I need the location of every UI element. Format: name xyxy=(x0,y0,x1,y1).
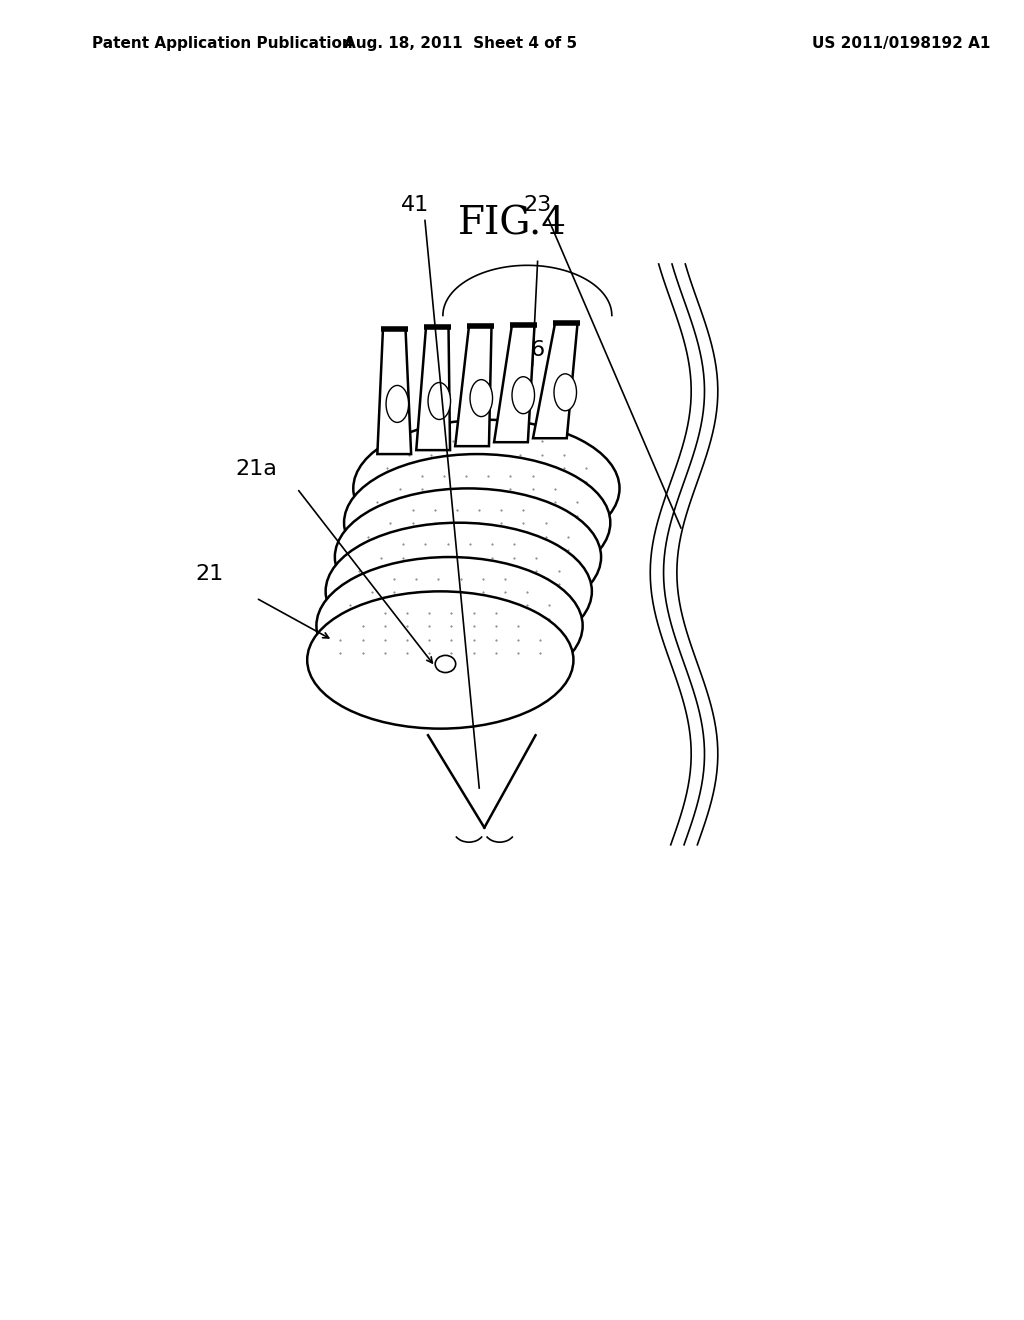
Text: 21a: 21a xyxy=(236,458,276,479)
Polygon shape xyxy=(455,326,492,446)
Polygon shape xyxy=(377,329,412,454)
Text: US 2011/0198192 A1: US 2011/0198192 A1 xyxy=(812,36,990,51)
Ellipse shape xyxy=(428,383,451,420)
Ellipse shape xyxy=(335,488,601,626)
Ellipse shape xyxy=(344,454,610,591)
Polygon shape xyxy=(534,323,578,438)
Text: 23: 23 xyxy=(523,194,552,215)
Ellipse shape xyxy=(307,591,573,729)
Ellipse shape xyxy=(435,656,456,673)
Text: 21: 21 xyxy=(196,564,224,585)
Ellipse shape xyxy=(386,385,409,422)
Ellipse shape xyxy=(470,380,493,417)
Polygon shape xyxy=(494,325,535,442)
Text: Aug. 18, 2011  Sheet 4 of 5: Aug. 18, 2011 Sheet 4 of 5 xyxy=(344,36,578,51)
Polygon shape xyxy=(416,327,451,450)
Text: Patent Application Publication: Patent Application Publication xyxy=(92,36,353,51)
Ellipse shape xyxy=(353,420,620,557)
Ellipse shape xyxy=(554,374,577,411)
Text: FIG.4: FIG.4 xyxy=(458,206,566,243)
Text: 6: 6 xyxy=(530,339,545,360)
Ellipse shape xyxy=(512,376,535,413)
Text: 41: 41 xyxy=(400,194,429,215)
Ellipse shape xyxy=(316,557,583,694)
Ellipse shape xyxy=(326,523,592,660)
